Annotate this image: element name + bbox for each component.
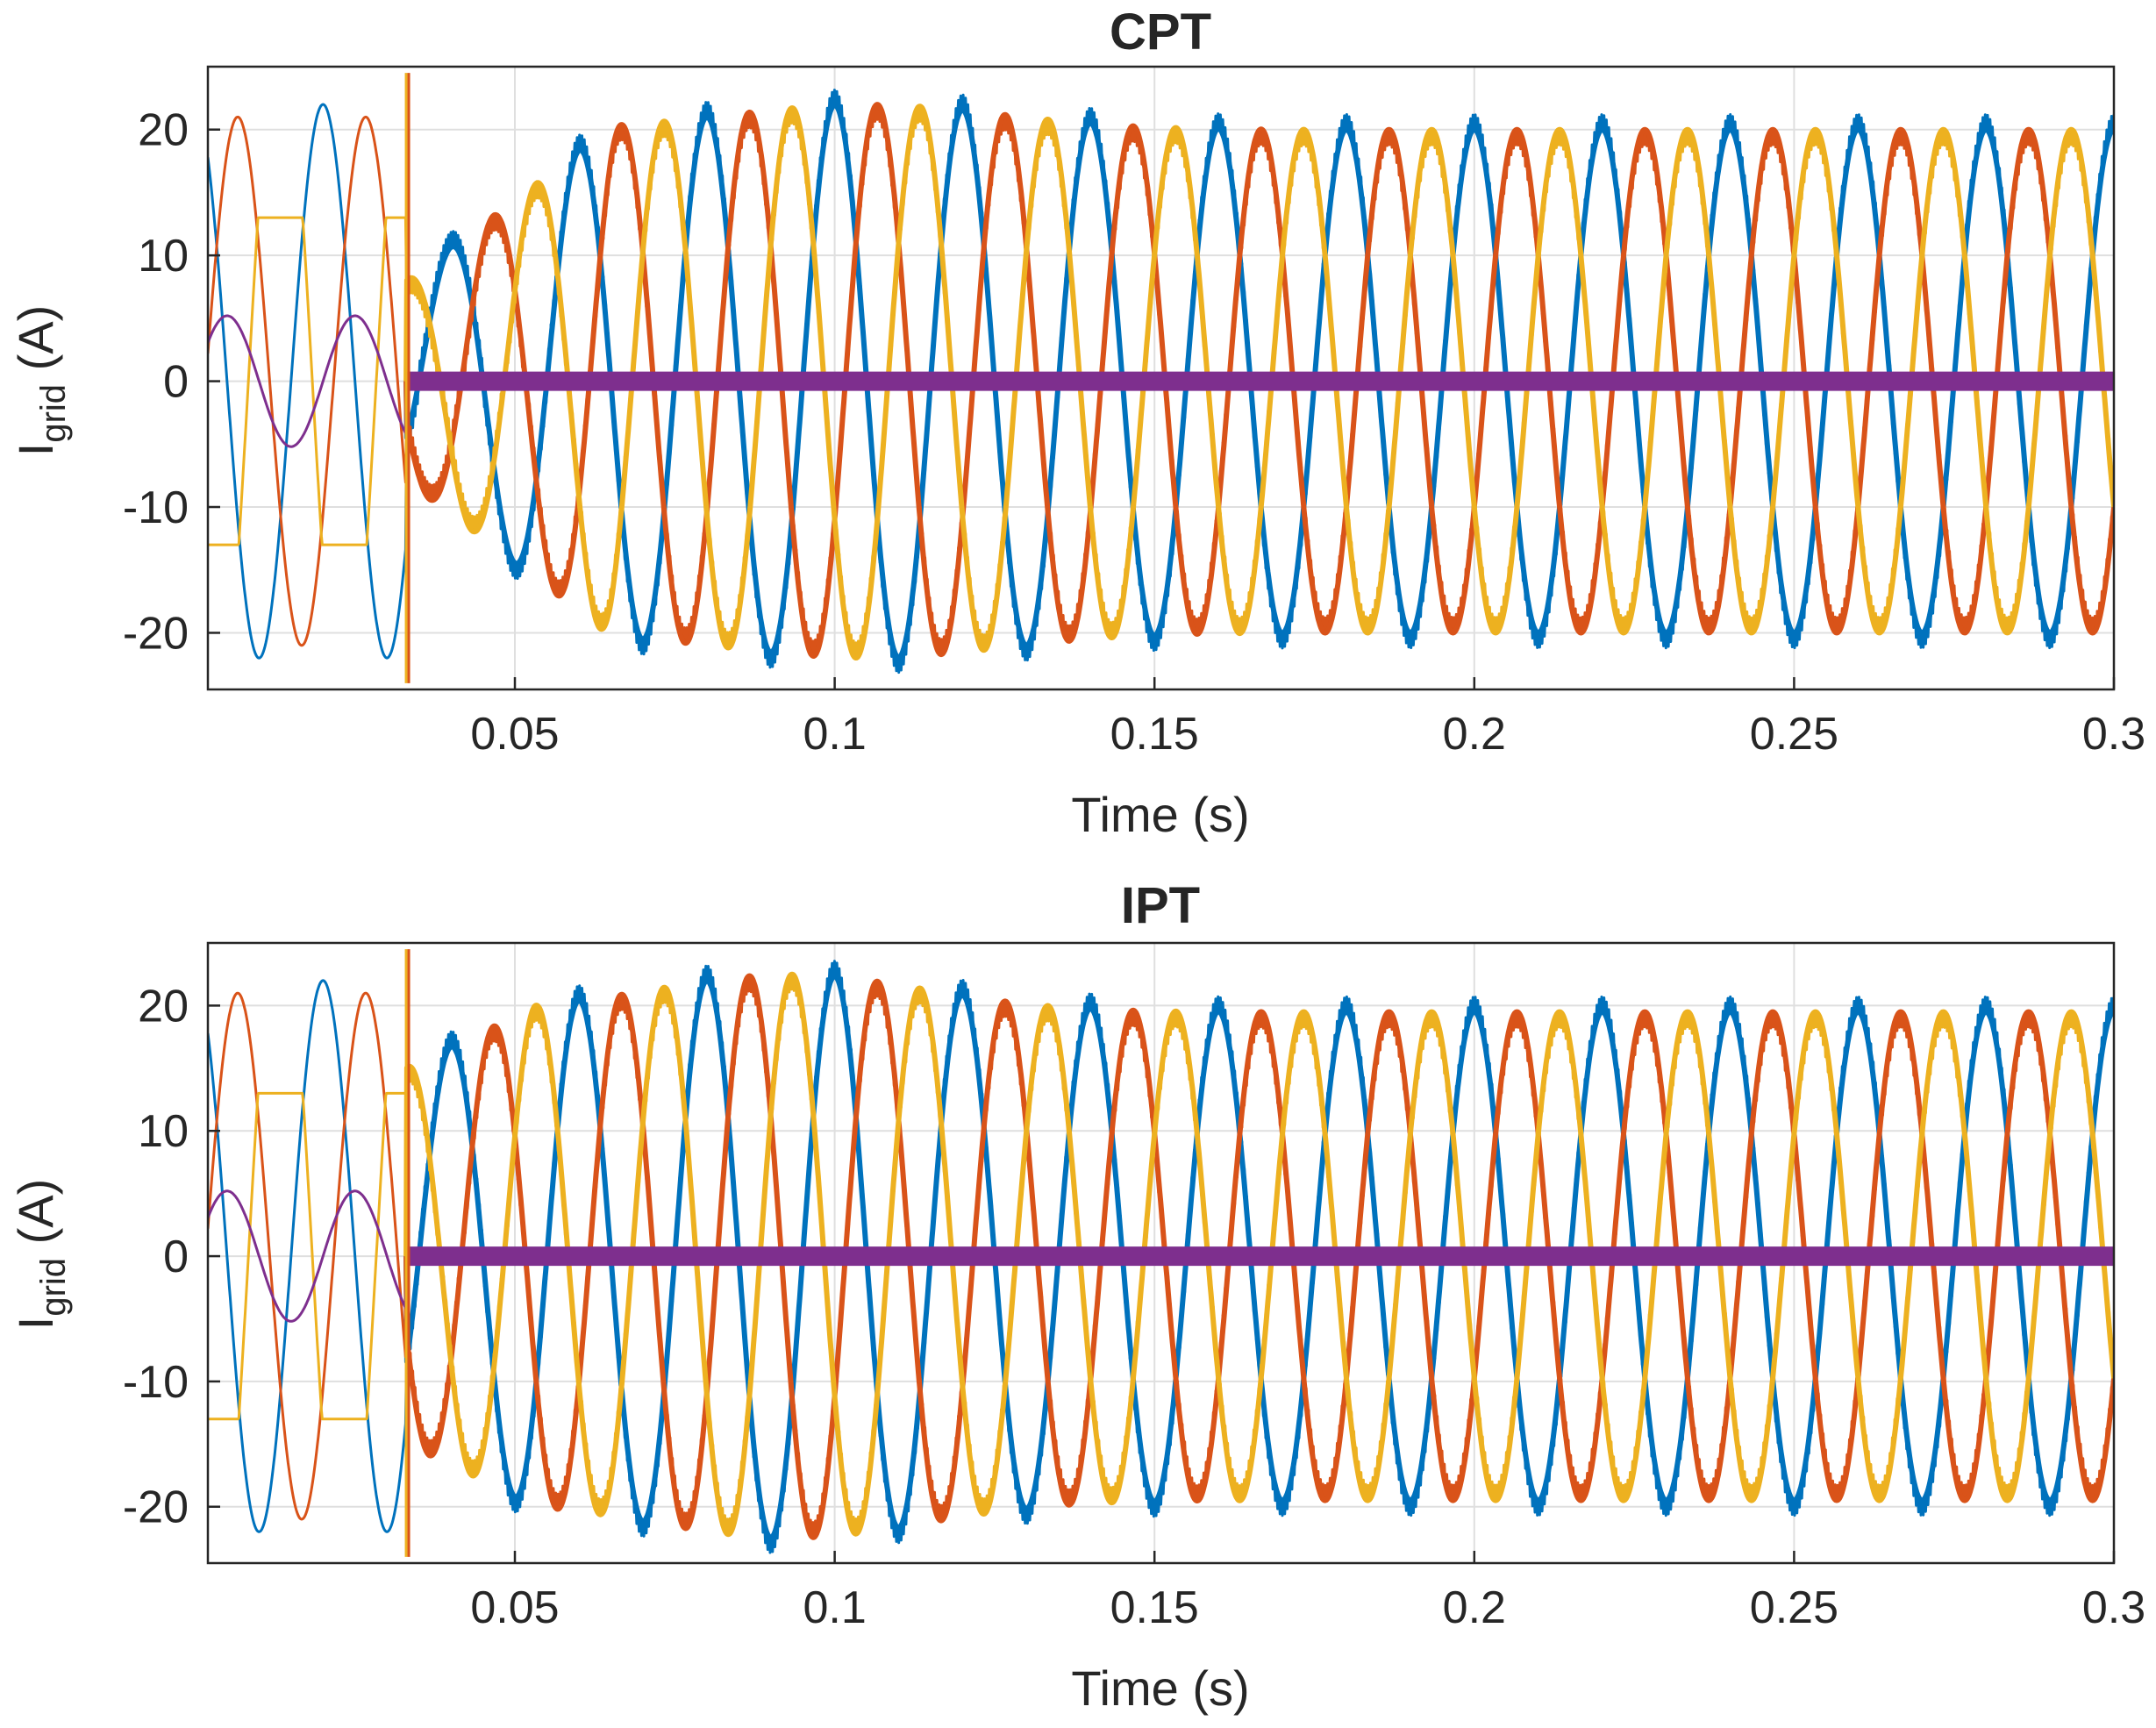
cpt-axes-box: [206, 65, 2116, 691]
cpt-x-tick-label: 0.05: [470, 709, 559, 760]
cpt-series-phase-b-post-switch: [403, 102, 2114, 659]
ipt-axes-frame: [206, 941, 2116, 1565]
ipt-series-phase-b-post-switch: [403, 973, 2114, 1540]
ipt-x-tick-label: 0.1: [803, 1582, 866, 1633]
cpt-y-tick-label: -20: [123, 608, 189, 659]
ipt-chart-title: IPT: [1121, 877, 1200, 934]
cpt-chart-title: CPT: [1110, 4, 1211, 61]
ipt-x-tick-label: 0.25: [1750, 1582, 1838, 1633]
ipt-series-phase-c-post-switch: [403, 971, 2114, 1538]
ipt-series-lines: [208, 949, 2114, 1557]
cpt-y-tick-labels: -20 -10 0 10 20: [123, 105, 189, 660]
ipt-axes-box: [206, 941, 2116, 1565]
ipt-x-tick-label: 0.05: [470, 1582, 559, 1633]
cpt-series-lines: [208, 73, 2114, 683]
ipt-y-tick-label: 0: [163, 1232, 189, 1282]
cpt-x-tick-labels: 0.05 0.1 0.15 0.2 0.25 0.3: [470, 709, 2145, 760]
ipt-y-tick-label: -10: [123, 1357, 189, 1408]
cpt-x-tick-label: 0.15: [1110, 709, 1199, 760]
cpt-y-axis-label: Igrid (A): [8, 305, 73, 456]
cpt-x-tick-label: 0.3: [2082, 709, 2145, 760]
ipt-x-tick-label: 0.2: [1443, 1582, 1506, 1633]
ipt-y-tick-labels: -20 -10 0 10 20: [123, 981, 189, 1532]
cpt-y-tick-label: 0: [163, 357, 189, 408]
ipt-x-tick-label: 0.15: [1110, 1582, 1199, 1633]
cpt-y-tick-label: 10: [138, 231, 189, 282]
ipt-x-axis-label: Time (s): [1071, 1660, 1249, 1716]
cpt-chart-panel: CPT 0.05 0.1 0.15 0.2 0.25 0.3 -20 -10 0 10 20 Ti…: [8, 4, 2145, 842]
cpt-x-axis-label: Time (s): [1071, 787, 1249, 842]
cpt-x-tick-label: 0.25: [1750, 709, 1838, 760]
ipt-y-tick-label: 10: [138, 1106, 189, 1157]
cpt-series-phase-c-post-switch: [403, 104, 2114, 660]
cpt-axes-frame: [206, 65, 2116, 691]
cpt-x-tick-label: 0.2: [1443, 709, 1506, 760]
ipt-x-tick-labels: 0.05 0.1 0.15 0.2 0.25 0.3: [470, 1582, 2145, 1633]
ipt-x-tick-label: 0.3: [2082, 1582, 2145, 1633]
ipt-y-tick-label: -20: [123, 1482, 189, 1533]
cpt-y-tick-label: 20: [138, 105, 189, 156]
cpt-x-tick-label: 0.1: [803, 709, 866, 760]
ipt-y-axis-label: Igrid (A): [8, 1179, 73, 1330]
ipt-chart-panel: IPT 0.05 0.1 0.15 0.2 0.25 0.3 -20 -10 0 10 20 Ti…: [8, 877, 2145, 1716]
cpt-y-tick-label: -10: [123, 482, 189, 533]
ipt-y-tick-label: 20: [138, 981, 189, 1032]
